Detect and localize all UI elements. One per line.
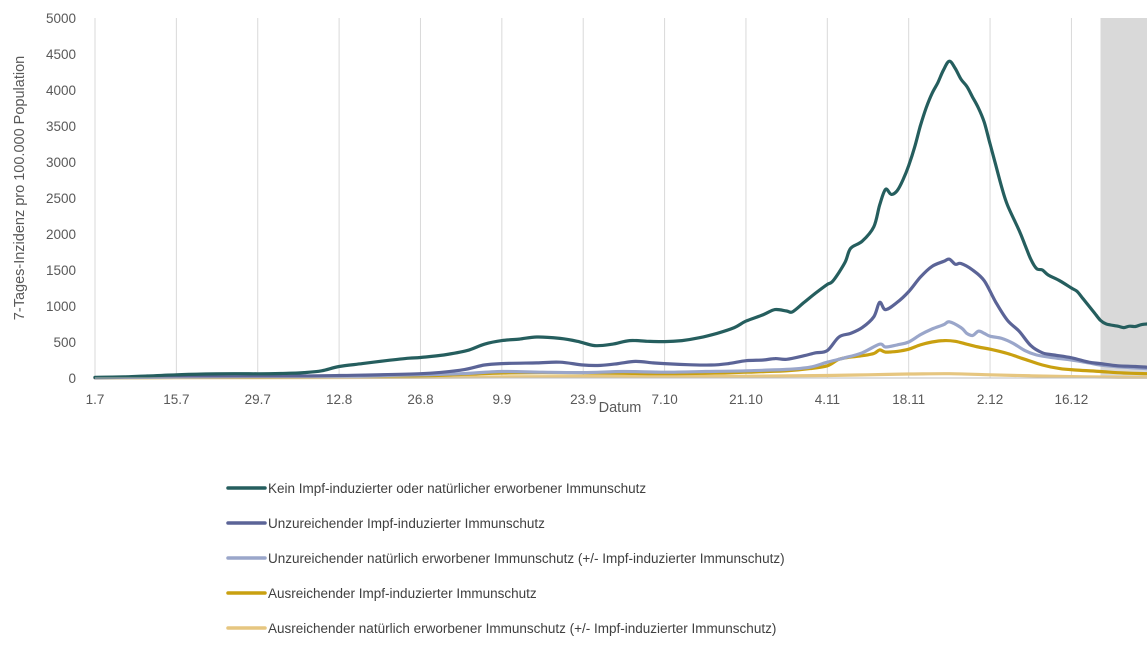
series-lines <box>93 59 1147 380</box>
x-tick-label: 26.8 <box>407 392 433 407</box>
x-tick-label: 16.12 <box>1055 392 1089 407</box>
x-tick-label: 21.10 <box>729 392 763 407</box>
y-tick-label: 3500 <box>46 119 76 134</box>
x-tick-label: 23.9 <box>570 392 596 407</box>
legend-item-3: Unzureichender natürlich erworbener Immu… <box>226 551 785 566</box>
legend-label: Ausreichender Impf-induzierter Immunschu… <box>268 586 537 601</box>
y-tick-label: 500 <box>53 335 76 350</box>
legend-label: Unzureichender Impf-induzierter Immunsch… <box>268 516 545 531</box>
y-axis-ticks: 0 500 1000 1500 2000 2500 3000 3500 4000 4500 5000 <box>46 11 76 386</box>
legend-item-4: Ausreichender Impf-induzierter Immunschu… <box>226 586 537 601</box>
series-line-3 <box>93 320 1147 380</box>
x-axis-ticks: 1.7 15.7 29.7 12.8 26.8 9.9 23.9 7.10 21.10 4.11 1… <box>86 392 1089 407</box>
x-tick-label: 29.7 <box>245 392 271 407</box>
series-line-2 <box>93 257 1147 380</box>
x-tick-label: 1.7 <box>86 392 105 407</box>
y-tick-label: 1000 <box>46 299 76 314</box>
y-tick-label: 4000 <box>46 83 76 98</box>
y-axis-title: 7-Tages-Inzidenz pro 100.000 Population <box>12 56 28 320</box>
shaded-region <box>1100 18 1147 378</box>
legend-label: Kein Impf-induzierter oder natürlicher e… <box>268 481 646 496</box>
y-tick-label: 5000 <box>46 11 76 26</box>
x-tick-label: 18.11 <box>892 392 925 407</box>
legend-label: Unzureichender natürlich erworbener Immu… <box>268 551 785 566</box>
y-tick-label: 1500 <box>46 263 76 278</box>
y-tick-label: 2000 <box>46 227 76 242</box>
x-tick-label: 15.7 <box>163 392 189 407</box>
x-axis-title: Datum <box>599 400 642 416</box>
series-line-1 <box>93 59 1147 379</box>
y-tick-label: 0 <box>68 371 76 386</box>
y-tick-label: 2500 <box>46 191 76 206</box>
x-tick-label: 9.9 <box>492 392 511 407</box>
x-tick-label: 12.8 <box>326 392 352 407</box>
y-tick-label: 4500 <box>46 47 76 62</box>
legend-item-1: Kein Impf-induzierter oder natürlicher e… <box>226 481 646 496</box>
legend-item-2: Unzureichender Impf-induzierter Immunsch… <box>226 516 545 531</box>
legend: Kein Impf-induzierter oder natürlicher e… <box>226 481 785 636</box>
legend-label: Ausreichender natürlich erworbener Immun… <box>268 621 776 636</box>
x-tick-label: 2.12 <box>977 392 1003 407</box>
x-tick-label: 7.10 <box>651 392 677 407</box>
y-tick-label: 3000 <box>46 155 76 170</box>
legend-item-5: Ausreichender natürlich erworbener Immun… <box>226 621 776 636</box>
x-tick-label: 4.11 <box>815 392 840 407</box>
